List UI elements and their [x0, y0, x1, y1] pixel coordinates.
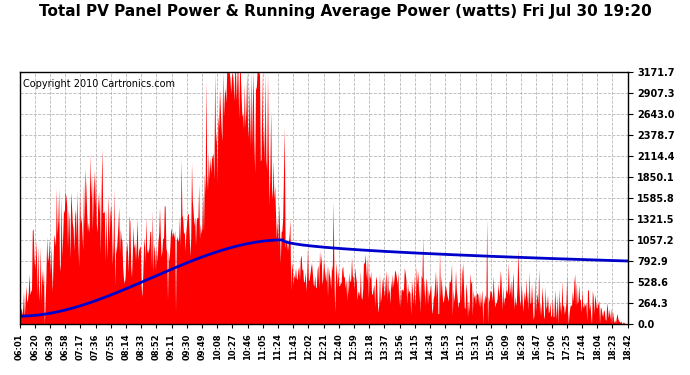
- Text: Total PV Panel Power & Running Average Power (watts) Fri Jul 30 19:20: Total PV Panel Power & Running Average P…: [39, 4, 651, 19]
- Text: Copyright 2010 Cartronics.com: Copyright 2010 Cartronics.com: [23, 79, 175, 89]
